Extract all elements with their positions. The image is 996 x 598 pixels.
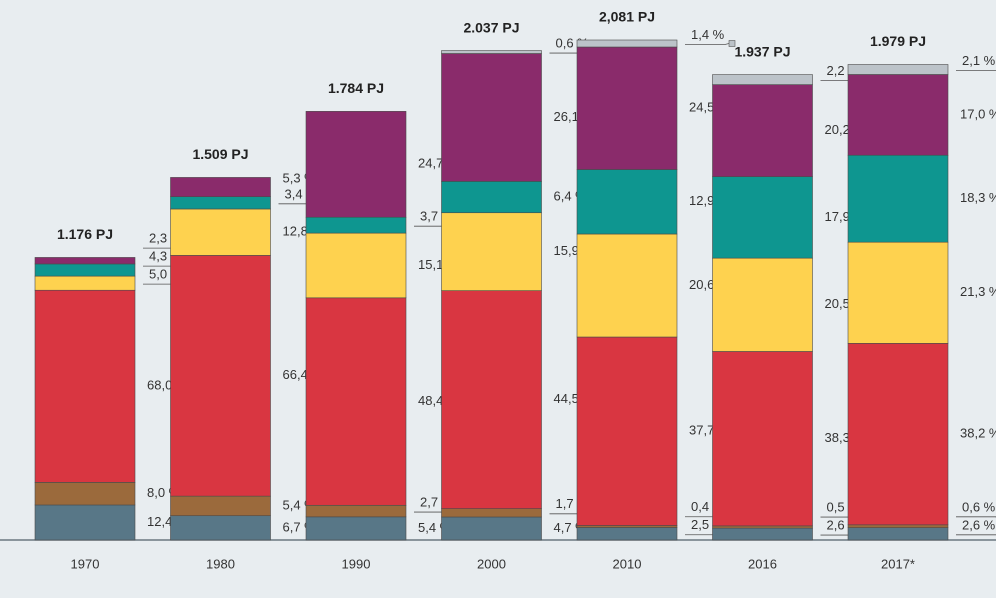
bar-segment: [305, 297, 407, 506]
bar-segment: [576, 336, 678, 526]
bar-segment: [305, 504, 407, 518]
value-label: 2,6 %: [962, 517, 996, 532]
bar-segment: [847, 343, 949, 526]
x-tick-label: 2000: [477, 556, 506, 571]
bar-segment: [576, 169, 678, 235]
bar-segment: [441, 212, 542, 291]
bar-segment: [576, 39, 678, 48]
total: 1.937 PJ: [734, 43, 790, 59]
total: 2.037 PJ: [463, 19, 519, 35]
leader-line: [685, 43, 730, 45]
value-label: 38,2 %: [960, 426, 996, 441]
bar-segment: [34, 482, 136, 506]
bar-segment: [305, 111, 407, 218]
leader-line: [956, 70, 996, 71]
bar-segment: [712, 257, 813, 352]
bar-segment: [847, 527, 949, 541]
bar-segment: [34, 257, 136, 265]
bar-segment: [305, 216, 407, 234]
leader-marker: [728, 40, 736, 47]
bar-segment: [441, 516, 542, 541]
bar-segment: [34, 263, 136, 277]
x-tick-label: 2016: [748, 556, 777, 571]
total: 1.176 PJ: [57, 226, 113, 242]
bar-segment: [170, 208, 271, 256]
bar-segment: [305, 516, 407, 541]
bar-segment: [34, 289, 136, 483]
value-label: 2,1 %: [962, 53, 996, 68]
total: 2,081 PJ: [599, 9, 655, 25]
bar-segment: [712, 176, 813, 259]
bar-segment: [441, 53, 542, 182]
bar-segment: [712, 525, 813, 529]
x-tick-label: 2017*: [881, 556, 915, 571]
value-label: 18,3 %: [960, 190, 996, 205]
bar-segment: [170, 515, 271, 541]
leader-line: [956, 534, 996, 536]
value-label: 0,6 %: [962, 499, 996, 514]
bar-segment: [576, 46, 678, 170]
total: 1.784 PJ: [328, 80, 384, 96]
x-tick-label: 2010: [613, 556, 642, 571]
x-tick-label: 1980: [206, 556, 235, 571]
bar-segment: [712, 527, 813, 541]
value-label: 1,4 %: [691, 27, 725, 42]
x-tick-label: 1990: [342, 556, 371, 571]
value-label: 21,3 %: [960, 284, 996, 299]
bar-segment: [34, 275, 136, 291]
bar-segment: [441, 181, 542, 214]
bar-segment: [170, 177, 271, 197]
bar-segment: [847, 524, 949, 528]
bar-segment: [847, 154, 949, 243]
bar-segment: [576, 233, 678, 338]
bar-segment: [305, 232, 407, 299]
total: 1.979 PJ: [870, 33, 926, 49]
x-tick-label: 1970: [71, 556, 100, 571]
bar-segment: [441, 290, 542, 509]
bar-segment: [170, 255, 271, 497]
bar-segment: [847, 64, 949, 75]
bar-segment: [441, 50, 542, 54]
bar-segment: [712, 74, 813, 85]
leader-line: [956, 516, 996, 518]
bar-segment: [441, 508, 542, 518]
total: 1.509 PJ: [192, 146, 248, 162]
bar-segment: [170, 196, 271, 210]
bar-segment: [847, 241, 949, 344]
bar-segment: [712, 351, 813, 527]
bar-segment: [170, 495, 271, 517]
value-label: 17,0 %: [960, 106, 996, 121]
bar-segment: [847, 74, 949, 156]
bar-segment: [576, 527, 678, 541]
bar-segment: [712, 84, 813, 177]
bar-segment: [34, 504, 136, 541]
